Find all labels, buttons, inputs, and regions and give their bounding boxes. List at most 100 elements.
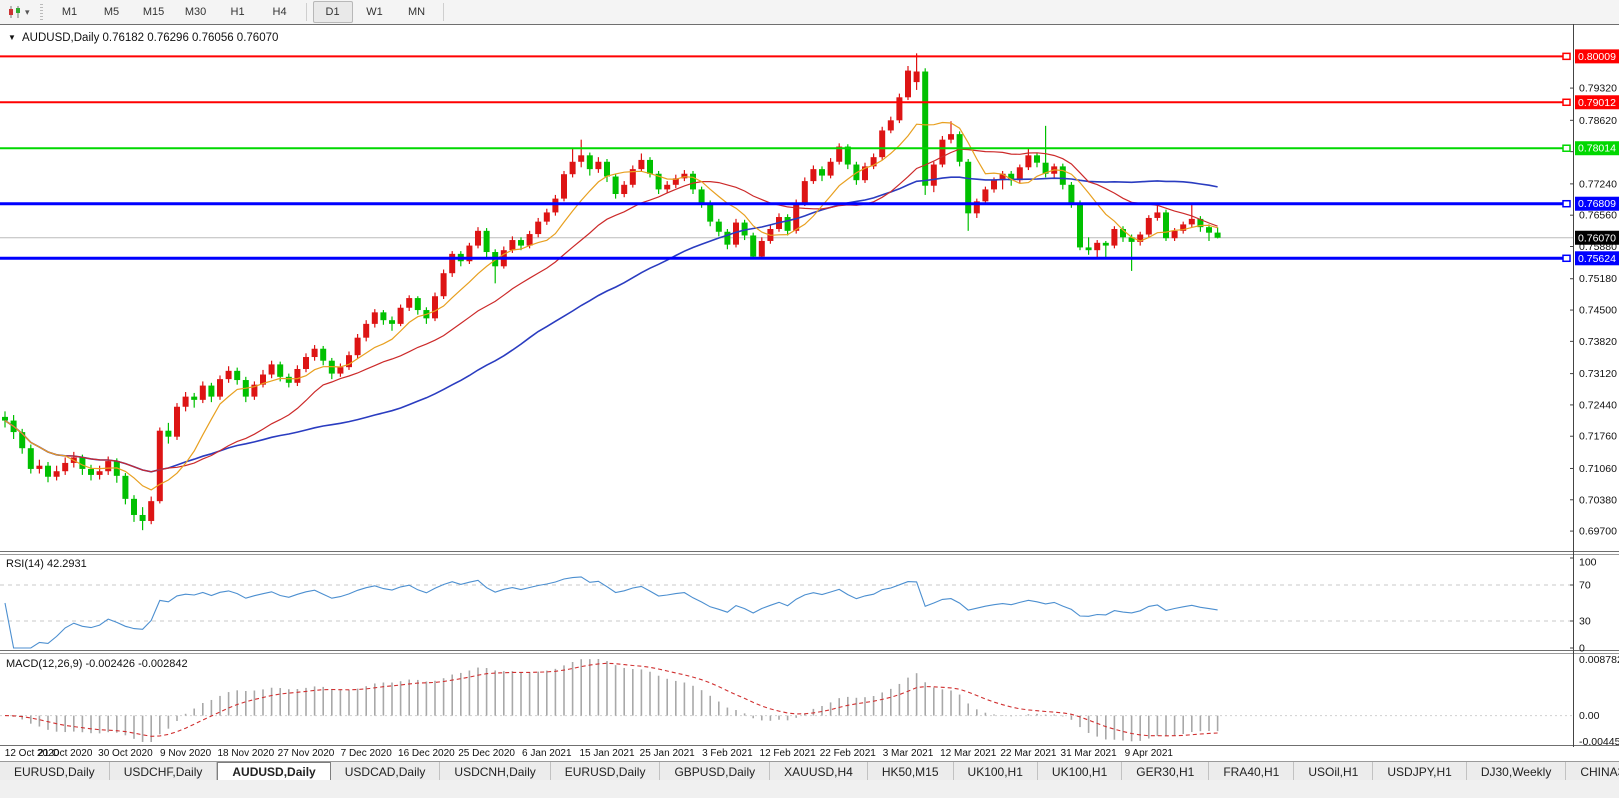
date-label: 22 Feb 2021 bbox=[819, 748, 876, 759]
price-tick-label: 0.73820 bbox=[1579, 336, 1617, 348]
price-tick-label: 0.75180 bbox=[1579, 273, 1617, 285]
date-label: 27 Nov 2020 bbox=[277, 748, 335, 759]
timeframe-button-mn[interactable]: MN bbox=[407, 6, 426, 18]
price-tick-label: 0.69700 bbox=[1579, 526, 1617, 538]
chart-tab-usdjpy-h1[interactable]: USDJPY,H1 bbox=[1373, 762, 1467, 781]
candlestick-series bbox=[2, 53, 1221, 531]
timeframe-button-m5[interactable]: M5 bbox=[103, 6, 120, 18]
date-label: 9 Apr 2021 bbox=[1124, 748, 1173, 759]
level-0.80009-badge-text: 0.80009 bbox=[1578, 51, 1616, 63]
level-0.75624-badge bbox=[1575, 251, 1619, 266]
level-0.78014-badge bbox=[1575, 141, 1619, 156]
chart-title-caret: ▼ bbox=[8, 33, 16, 42]
timeframe-button-d1[interactable]: D1 bbox=[312, 1, 353, 23]
level-0.80009-badge bbox=[1575, 49, 1619, 64]
date-label: 21 Oct 2020 bbox=[37, 748, 93, 759]
macd-label: MACD(12,26,9) -0.002426 -0.002842 bbox=[6, 658, 188, 670]
current-price-badge-text: 0.76070 bbox=[1578, 232, 1616, 244]
timeframe-button-m30[interactable]: M30 bbox=[184, 6, 207, 18]
date-label: 7 Dec 2020 bbox=[340, 748, 392, 759]
rsi-tick-label: 30 bbox=[1579, 616, 1591, 628]
chart-tab-usdcad-daily[interactable]: USDCAD,Daily bbox=[330, 762, 441, 781]
top-toolbar: ▾ M1 M5 M15 M30 H1 H4 D1 W1 MN bbox=[0, 0, 1619, 25]
level-0.76809-badge bbox=[1575, 196, 1619, 211]
date-label: 3 Feb 2021 bbox=[702, 748, 753, 759]
date-label: 15 Jan 2021 bbox=[579, 748, 635, 759]
chart-type-button[interactable]: ▾ bbox=[3, 3, 34, 21]
macd-axis-label: 0.008782 bbox=[1579, 654, 1619, 666]
price-tick-label: 0.72440 bbox=[1579, 399, 1617, 411]
date-label: 9 Nov 2020 bbox=[160, 748, 212, 759]
timeframe-button-m15[interactable]: M15 bbox=[142, 6, 165, 18]
price-tick-label: 0.76560 bbox=[1579, 210, 1617, 222]
chart-tab-usoil-h1[interactable]: USOil,H1 bbox=[1294, 762, 1374, 781]
macd-signal-line bbox=[4, 662, 1218, 737]
price-tick-label: 0.79320 bbox=[1579, 83, 1617, 95]
rsi-tick-label: 70 bbox=[1579, 580, 1591, 592]
ma-slow-line bbox=[4, 176, 1218, 473]
date-label: 12 Oct 2020 bbox=[4, 748, 60, 759]
level-0.78014-badge-text: 0.78014 bbox=[1578, 143, 1616, 155]
timeframe-button-h4[interactable]: H4 bbox=[272, 6, 287, 18]
macd-axis-label: 0.00 bbox=[1579, 710, 1600, 722]
chart-area[interactable]: 0.793200.786200.779400.772400.765600.758… bbox=[0, 24, 1619, 747]
chart-tab-usdcnh-daily[interactable]: USDCNH,Daily bbox=[440, 762, 551, 781]
date-label: 31 Mar 2021 bbox=[1060, 748, 1117, 759]
date-label: 25 Jan 2021 bbox=[639, 748, 695, 759]
date-label: 12 Mar 2021 bbox=[940, 748, 997, 759]
date-label: 6 Jan 2021 bbox=[522, 748, 572, 759]
timeframe-button-m1[interactable]: M1 bbox=[61, 6, 78, 18]
chart-tab-xauusd-h4[interactable]: XAUUSD,H4 bbox=[770, 762, 868, 781]
price-tick-label: 0.73120 bbox=[1579, 368, 1617, 380]
chart-tab-uk100-h1[interactable]: UK100,H1 bbox=[1037, 762, 1123, 781]
rsi-tick-label: 0 bbox=[1579, 643, 1585, 655]
bottom-strip bbox=[0, 780, 1619, 798]
price-tick-label: 0.70380 bbox=[1579, 494, 1617, 506]
date-label: 18 Nov 2020 bbox=[217, 748, 275, 759]
ma-fast-line bbox=[4, 121, 1218, 491]
toolbar-grip-handle[interactable] bbox=[37, 4, 45, 20]
chart-tab-dj30-weekly[interactable]: DJ30,Weekly bbox=[1466, 762, 1567, 781]
toolbar-separator bbox=[305, 3, 307, 21]
chart-tab-eurusd-daily[interactable]: EURUSD,Daily bbox=[550, 762, 661, 781]
toolbar-separator bbox=[442, 3, 444, 21]
date-axis: 12 Oct 2020 21 Oct 2020 30 Oct 2020 9 Nov 2… bbox=[0, 747, 1619, 760]
chart-tab-audusd-daily[interactable]: AUDUSD,Daily bbox=[217, 762, 331, 781]
dropdown-caret-icon[interactable]: ▾ bbox=[25, 6, 30, 17]
chart-tab-ger30-h1[interactable]: GER30,H1 bbox=[1122, 762, 1210, 781]
level-0.79012-badge-text: 0.79012 bbox=[1578, 97, 1616, 109]
rsi-line bbox=[4, 576, 1218, 649]
macd-histogram bbox=[12, 659, 1219, 742]
chart-tab-fra40-h1[interactable]: FRA40,H1 bbox=[1209, 762, 1295, 781]
date-label: 3 Mar 2021 bbox=[882, 748, 934, 759]
macd-axis-label: -0.00445 bbox=[1579, 736, 1619, 747]
chart-tab-usdchf-daily[interactable]: USDCHF,Daily bbox=[109, 762, 218, 781]
chart-tab-china300-h1[interactable]: CHINA300,H1 bbox=[1566, 762, 1619, 781]
chart-tab-hk50-m15[interactable]: HK50,M15 bbox=[867, 762, 954, 781]
ma-mid-line bbox=[4, 148, 1218, 473]
rsi-label: RSI(14) 42.2931 bbox=[6, 558, 87, 570]
date-label: 12 Feb 2021 bbox=[759, 748, 816, 759]
level-line-anchor bbox=[1562, 144, 1571, 152]
level-line-anchor bbox=[1562, 199, 1571, 208]
level-0.75624-badge-text: 0.75624 bbox=[1578, 253, 1616, 265]
chart-tab-eurusd-daily[interactable]: EURUSD,Daily bbox=[0, 762, 110, 781]
level-line-anchor bbox=[1562, 98, 1571, 107]
chart-tab-gbpusd-daily[interactable]: GBPUSD,Daily bbox=[660, 762, 771, 781]
level-0.76809-badge-text: 0.76809 bbox=[1578, 198, 1616, 210]
price-tick-label: 0.71060 bbox=[1579, 463, 1617, 475]
date-label: 25 Dec 2020 bbox=[458, 748, 515, 759]
price-tick-label: 0.78620 bbox=[1579, 115, 1617, 127]
timeframe-button-h1[interactable]: H1 bbox=[230, 6, 245, 18]
level-0.79012-badge bbox=[1575, 95, 1619, 110]
candlestick-chart-icon bbox=[9, 6, 20, 18]
timeframe-button-w1[interactable]: W1 bbox=[366, 6, 383, 18]
chart-tab-uk100-h1[interactable]: UK100,H1 bbox=[953, 762, 1038, 781]
level-line-anchor bbox=[1562, 254, 1571, 263]
chart-tab-bar: EURUSD,Daily USDCHF,Daily AUDUSD,Daily USDC… bbox=[0, 761, 1619, 781]
price-tick-label: 0.71760 bbox=[1579, 431, 1617, 443]
date-label: 30 Oct 2020 bbox=[98, 748, 153, 759]
rsi-tick-label: 100 bbox=[1579, 557, 1597, 569]
level-line-anchor bbox=[1562, 52, 1571, 61]
